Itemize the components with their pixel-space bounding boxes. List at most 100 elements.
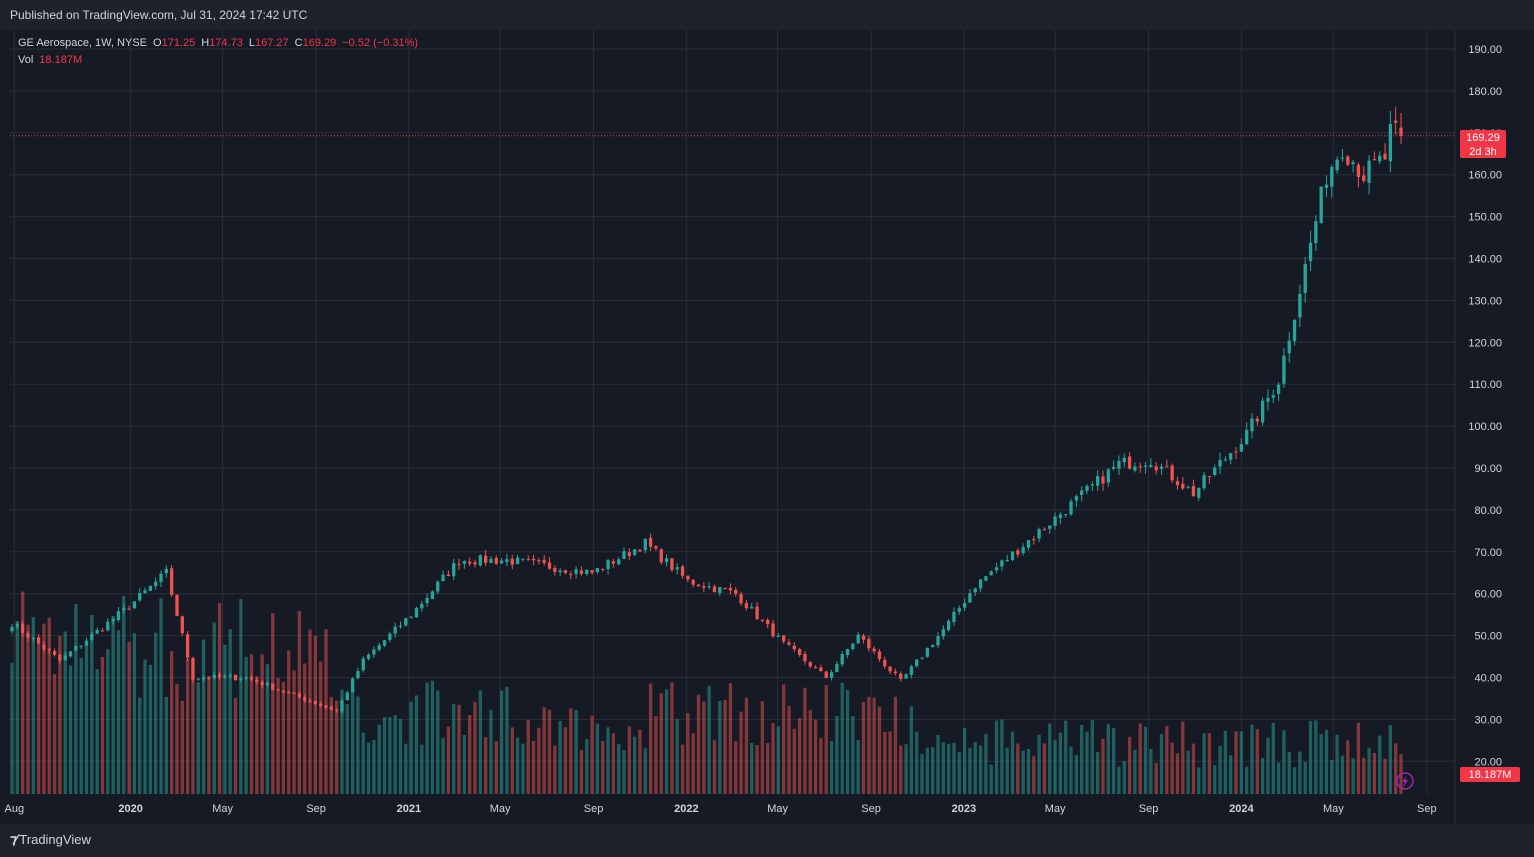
candle-body [920, 657, 924, 659]
candle-body [1000, 560, 1004, 567]
candle-body [175, 594, 179, 616]
volume-bar [1292, 767, 1297, 794]
volume-bar [643, 748, 647, 794]
time-tick-label: May [767, 803, 788, 815]
candle-body [1271, 395, 1275, 398]
candle-body [1149, 465, 1153, 467]
candle-body [803, 653, 807, 662]
candle-body [1042, 529, 1047, 531]
volume-bar [425, 682, 429, 794]
volume-bar [952, 742, 956, 794]
volume-bar [750, 742, 754, 794]
volume-bar [1330, 759, 1334, 794]
candle-body [1303, 263, 1307, 294]
volume-bar [489, 709, 493, 794]
candle-body [79, 645, 83, 647]
volume-bar [1106, 723, 1110, 794]
volume-bar [648, 683, 653, 794]
volume-bar [31, 617, 35, 794]
volume-bar [904, 744, 908, 794]
time-tick-label: May [212, 803, 233, 815]
volume-bar [382, 717, 387, 794]
candle-body [1223, 459, 1228, 461]
price-chart[interactable]: 190.00180.00170.00160.00150.00140.00130.… [0, 0, 1534, 824]
candle-body [1250, 418, 1254, 432]
time-tick-label: Sep [584, 803, 604, 815]
volume-bar [835, 715, 839, 794]
volume-bar [334, 700, 339, 794]
candle-body [313, 700, 317, 705]
volume-bar [1245, 766, 1249, 794]
volume-bar [483, 737, 488, 794]
volume-bar [994, 720, 999, 794]
price-tick-label: 80.00 [1474, 505, 1502, 517]
volume-bar [728, 683, 733, 794]
volume-bar [164, 696, 168, 794]
volume-bar [239, 599, 243, 794]
volume-bar [1287, 751, 1291, 794]
candle-body [606, 560, 610, 569]
lightning-icon[interactable] [1396, 772, 1414, 790]
volume-bars [10, 591, 1403, 794]
candle-body [244, 677, 248, 679]
candle-body [377, 645, 381, 650]
volume-bar [664, 689, 669, 794]
volume-bar [297, 611, 302, 794]
candle-body [797, 649, 802, 655]
tradingview-logo-icon: ⁊⁄ [10, 831, 17, 847]
candle-body [1308, 242, 1313, 262]
volume-bar [1016, 743, 1020, 794]
volume-bar [1207, 733, 1212, 794]
volume-bar [606, 727, 610, 794]
volume-bar [824, 685, 828, 794]
candle-body [521, 558, 525, 560]
candle-body [255, 679, 259, 682]
volume-bar [973, 742, 977, 794]
candle-body [813, 667, 818, 669]
volume-bar [978, 745, 983, 794]
volume-bar [1239, 731, 1243, 794]
candle-body [766, 619, 770, 625]
tradingview-brand[interactable]: ⁊⁄ TradingView [10, 831, 91, 848]
candle-body [409, 616, 413, 618]
volume-bar [867, 696, 871, 794]
candle-body [585, 569, 589, 574]
candle-body [425, 597, 429, 604]
volume-bar [680, 744, 685, 794]
volume-bar [1388, 725, 1393, 794]
candle-body [904, 674, 908, 679]
volume-bar [420, 744, 424, 794]
volume-bar [925, 747, 930, 794]
candle-body [829, 672, 834, 678]
volume-bar [803, 687, 807, 794]
volume-bar [68, 665, 73, 794]
candle-body [388, 633, 392, 640]
candle-body [1175, 481, 1180, 486]
candle-body [122, 607, 126, 611]
candle-body [856, 634, 860, 644]
volume-bar [808, 710, 812, 794]
candle-body [1298, 293, 1302, 318]
candle-body [1037, 529, 1041, 539]
candle-body [574, 569, 578, 574]
volume-bar [590, 715, 594, 794]
price-tick-label: 20.00 [1474, 756, 1502, 768]
candle-body [90, 634, 94, 640]
candle-body [526, 559, 530, 561]
volume-bar [20, 591, 25, 794]
volume-bar [10, 662, 14, 794]
candle-body [978, 579, 983, 589]
candle-body [1351, 162, 1355, 165]
candle-body [888, 666, 892, 672]
candle-body [707, 586, 711, 588]
time-tick-label: 2022 [674, 803, 698, 815]
volume-bar [1260, 757, 1265, 794]
candle-body [776, 635, 780, 637]
candle-body [664, 558, 669, 562]
volume-bar [265, 664, 270, 794]
volume-bar [797, 718, 802, 794]
candle-body [15, 624, 19, 627]
candle-body [569, 574, 573, 576]
volume-bar [739, 711, 743, 794]
candle-body [515, 557, 520, 565]
